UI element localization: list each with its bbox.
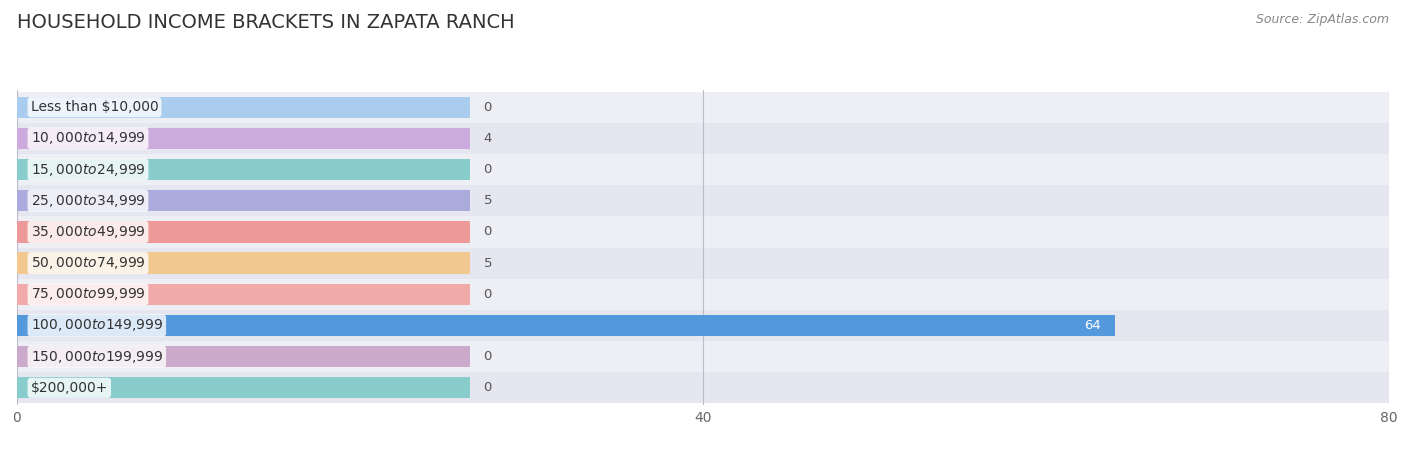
Text: 0: 0 <box>484 381 492 394</box>
Text: 5: 5 <box>484 256 492 270</box>
Bar <box>17 123 1389 154</box>
Bar <box>17 154 1389 185</box>
Bar <box>17 372 1389 404</box>
Bar <box>17 284 470 305</box>
Text: 5: 5 <box>484 194 492 207</box>
Bar <box>17 221 470 243</box>
Bar <box>17 216 1389 248</box>
Text: $100,000 to $149,999: $100,000 to $149,999 <box>31 317 163 333</box>
Bar <box>17 315 1115 336</box>
Bar <box>17 341 1389 372</box>
Bar <box>17 190 470 212</box>
Bar <box>17 185 1389 216</box>
Text: 64: 64 <box>1084 319 1101 332</box>
Text: 0: 0 <box>484 225 492 238</box>
Bar <box>17 128 470 149</box>
Text: 0: 0 <box>484 350 492 363</box>
Text: $25,000 to $34,999: $25,000 to $34,999 <box>31 193 145 209</box>
Text: $10,000 to $14,999: $10,000 to $14,999 <box>31 130 145 146</box>
Bar <box>17 346 470 367</box>
Text: $150,000 to $199,999: $150,000 to $199,999 <box>31 349 163 364</box>
Bar <box>17 91 1389 123</box>
Bar <box>17 97 470 118</box>
Text: $15,000 to $24,999: $15,000 to $24,999 <box>31 162 145 178</box>
Text: 0: 0 <box>484 163 492 176</box>
Text: $200,000+: $200,000+ <box>31 381 108 395</box>
Text: 4: 4 <box>484 132 492 145</box>
Text: $35,000 to $49,999: $35,000 to $49,999 <box>31 224 145 240</box>
Text: 0: 0 <box>484 288 492 301</box>
Text: Source: ZipAtlas.com: Source: ZipAtlas.com <box>1256 14 1389 27</box>
Text: Less than $10,000: Less than $10,000 <box>31 100 159 114</box>
Bar <box>17 248 1389 279</box>
Text: 0: 0 <box>484 101 492 114</box>
Bar <box>17 279 1389 310</box>
Bar <box>17 159 470 180</box>
Bar <box>17 377 470 398</box>
Text: HOUSEHOLD INCOME BRACKETS IN ZAPATA RANCH: HOUSEHOLD INCOME BRACKETS IN ZAPATA RANC… <box>17 14 515 32</box>
Text: $50,000 to $74,999: $50,000 to $74,999 <box>31 255 145 271</box>
Bar <box>17 310 1389 341</box>
Bar <box>17 252 470 274</box>
Text: $75,000 to $99,999: $75,000 to $99,999 <box>31 286 145 302</box>
Bar <box>17 315 470 336</box>
